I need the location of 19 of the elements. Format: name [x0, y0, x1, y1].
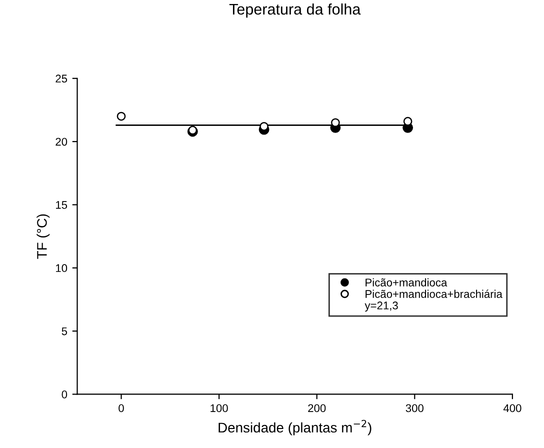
annotation: y=21,3 — [364, 302, 398, 312]
x-tick-label: 300 — [406, 404, 424, 412]
y-tick-label: 0 — [62, 390, 68, 398]
x-tick-label: 0 — [118, 404, 124, 412]
x-axis-title: Densidade (plantas m$^{−2}$) — [218, 420, 372, 436]
y-tick-label: 15 — [56, 201, 68, 209]
y-tick-label: 25 — [56, 74, 68, 83]
x-tick-label: 400 — [503, 404, 522, 412]
x-tick-label: 200 — [308, 404, 326, 412]
y-tick-label: 10 — [56, 264, 68, 272]
y-tick-label: 20 — [56, 138, 68, 146]
legend-label: Picão+mandioca+brachiária — [366, 290, 502, 298]
x-tick-label: 100 — [210, 404, 228, 412]
chart-title: Teperatura da folha — [229, 3, 361, 18]
y-axis-title: TF (°C) — [36, 214, 50, 259]
point — [260, 122, 268, 131]
point — [116, 112, 126, 121]
legend-label: Picão+mandioca — [366, 278, 448, 286]
y-tick-label: 5 — [62, 327, 68, 336]
